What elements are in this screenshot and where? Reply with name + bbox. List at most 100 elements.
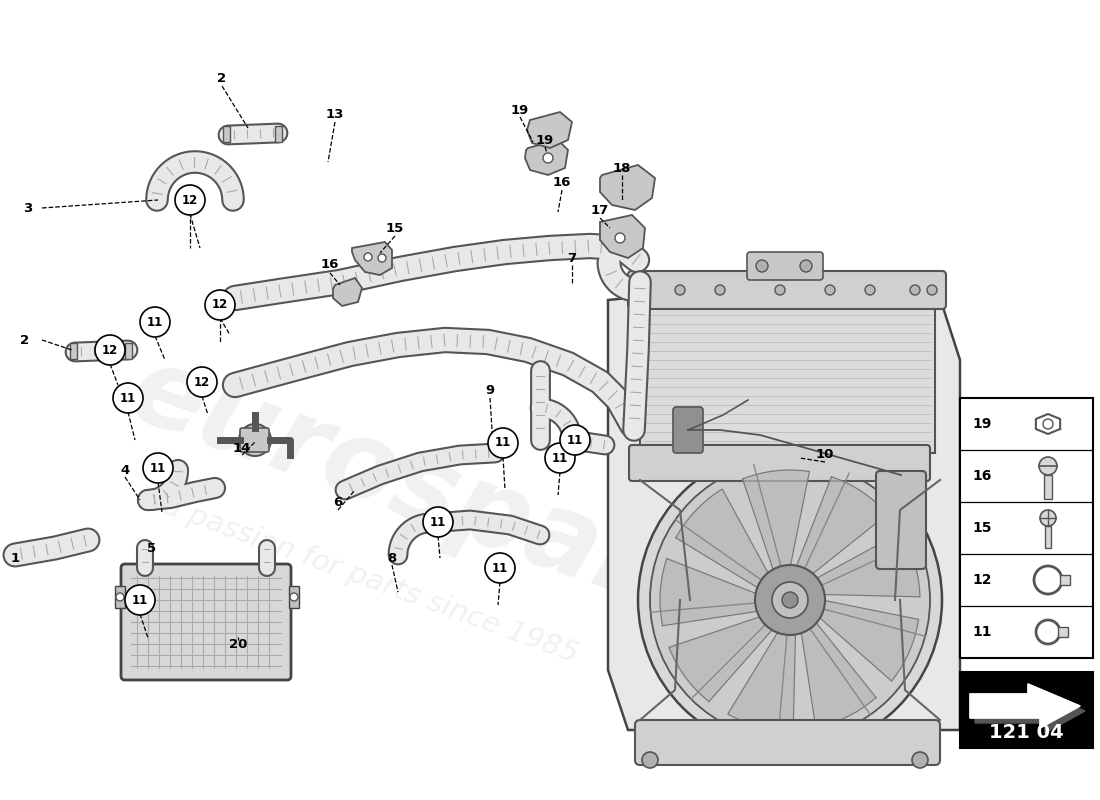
Text: 19: 19 bbox=[510, 103, 529, 117]
Text: 15: 15 bbox=[972, 521, 992, 535]
FancyBboxPatch shape bbox=[240, 428, 270, 452]
Circle shape bbox=[776, 285, 785, 295]
Polygon shape bbox=[795, 477, 888, 575]
Bar bbox=[289, 586, 299, 608]
Circle shape bbox=[756, 260, 768, 272]
FancyBboxPatch shape bbox=[629, 445, 930, 481]
Circle shape bbox=[910, 285, 920, 295]
Circle shape bbox=[715, 285, 725, 295]
Bar bbox=[1058, 627, 1068, 637]
Text: 3: 3 bbox=[23, 202, 33, 214]
Text: 13: 13 bbox=[326, 109, 344, 122]
Polygon shape bbox=[970, 684, 1080, 728]
FancyBboxPatch shape bbox=[628, 271, 946, 309]
Circle shape bbox=[544, 443, 575, 473]
Text: 8: 8 bbox=[387, 551, 397, 565]
Bar bbox=[70, 343, 77, 359]
Circle shape bbox=[116, 593, 124, 601]
Text: 12: 12 bbox=[182, 194, 198, 206]
Circle shape bbox=[772, 582, 808, 618]
Circle shape bbox=[650, 460, 930, 740]
Circle shape bbox=[638, 448, 942, 752]
Text: 11: 11 bbox=[552, 451, 568, 465]
Circle shape bbox=[290, 593, 298, 601]
Text: 4: 4 bbox=[120, 463, 130, 477]
Text: 121 04: 121 04 bbox=[989, 722, 1064, 742]
Bar bbox=[125, 343, 132, 359]
Circle shape bbox=[1040, 510, 1056, 526]
Bar bbox=[1060, 575, 1070, 585]
Circle shape bbox=[675, 285, 685, 295]
FancyBboxPatch shape bbox=[121, 564, 292, 680]
Circle shape bbox=[485, 553, 515, 583]
Polygon shape bbox=[352, 242, 392, 275]
Text: 19: 19 bbox=[536, 134, 554, 146]
Polygon shape bbox=[975, 689, 1085, 733]
Bar bbox=[960, 398, 1093, 658]
Text: 1: 1 bbox=[10, 551, 20, 565]
Circle shape bbox=[175, 185, 205, 215]
Circle shape bbox=[239, 424, 271, 456]
Circle shape bbox=[143, 453, 173, 483]
Circle shape bbox=[424, 507, 453, 537]
Circle shape bbox=[865, 285, 874, 295]
Text: 12: 12 bbox=[194, 375, 210, 389]
Text: 11: 11 bbox=[430, 515, 447, 529]
Circle shape bbox=[615, 233, 625, 243]
Circle shape bbox=[755, 565, 825, 635]
Circle shape bbox=[488, 428, 518, 458]
Text: 11: 11 bbox=[132, 594, 148, 606]
Polygon shape bbox=[814, 532, 920, 597]
Polygon shape bbox=[527, 112, 572, 148]
Circle shape bbox=[1040, 457, 1057, 475]
Text: 12: 12 bbox=[212, 298, 228, 311]
Polygon shape bbox=[675, 489, 769, 589]
Text: 7: 7 bbox=[568, 251, 576, 265]
Text: 6: 6 bbox=[333, 495, 342, 509]
Bar bbox=[275, 126, 282, 142]
Text: 17: 17 bbox=[591, 203, 609, 217]
Circle shape bbox=[187, 367, 217, 397]
Circle shape bbox=[1043, 419, 1053, 429]
Circle shape bbox=[642, 752, 658, 768]
Polygon shape bbox=[608, 298, 960, 730]
Polygon shape bbox=[660, 558, 760, 626]
Polygon shape bbox=[728, 630, 795, 730]
Polygon shape bbox=[669, 616, 774, 702]
Circle shape bbox=[800, 260, 812, 272]
Circle shape bbox=[782, 592, 797, 608]
Text: 11: 11 bbox=[147, 315, 163, 329]
FancyBboxPatch shape bbox=[673, 407, 703, 453]
Circle shape bbox=[95, 335, 125, 365]
Circle shape bbox=[825, 285, 835, 295]
Bar bbox=[640, 298, 935, 453]
Circle shape bbox=[927, 285, 937, 295]
Circle shape bbox=[912, 752, 928, 768]
Text: a passion for parts since 1985: a passion for parts since 1985 bbox=[158, 492, 582, 668]
Text: 19: 19 bbox=[972, 417, 992, 431]
Text: 15: 15 bbox=[386, 222, 404, 234]
Text: 9: 9 bbox=[485, 383, 495, 397]
Bar bbox=[116, 586, 125, 608]
Text: 10: 10 bbox=[816, 449, 834, 462]
Polygon shape bbox=[817, 600, 918, 681]
Polygon shape bbox=[742, 470, 810, 572]
Polygon shape bbox=[600, 215, 645, 258]
Text: 14: 14 bbox=[233, 442, 251, 454]
Polygon shape bbox=[970, 684, 1080, 728]
Text: 2: 2 bbox=[21, 334, 30, 346]
Text: 11: 11 bbox=[150, 462, 166, 474]
Text: 11: 11 bbox=[972, 625, 992, 639]
Circle shape bbox=[640, 285, 650, 295]
FancyBboxPatch shape bbox=[747, 252, 823, 280]
Text: 16: 16 bbox=[321, 258, 339, 271]
FancyBboxPatch shape bbox=[635, 720, 940, 765]
Text: 18: 18 bbox=[613, 162, 631, 174]
Bar bbox=[960, 672, 1093, 748]
Bar bbox=[1045, 526, 1050, 548]
Text: 11: 11 bbox=[566, 434, 583, 446]
Text: 16: 16 bbox=[553, 177, 571, 190]
Circle shape bbox=[205, 290, 235, 320]
Circle shape bbox=[378, 254, 386, 262]
Text: 2: 2 bbox=[218, 71, 227, 85]
